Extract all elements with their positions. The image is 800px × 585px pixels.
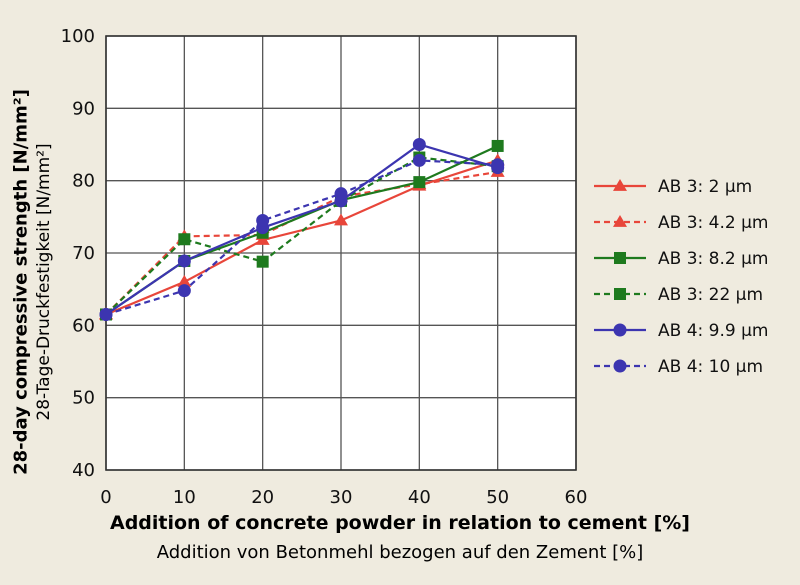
x-tick-label: 60	[565, 487, 588, 508]
series-line-4	[105, 156, 498, 316]
series-3-marker	[491, 139, 504, 152]
x-axis-label: Addition of concrete powder in relation …	[109, 512, 690, 534]
series-6-marker	[412, 153, 426, 167]
y-tick-label: 70	[72, 243, 95, 264]
legend-marker	[613, 215, 627, 227]
legend-marker	[614, 252, 626, 264]
y-tick-label: 80	[72, 171, 95, 192]
series-5-marker	[412, 138, 426, 151]
series-5-marker	[177, 254, 191, 268]
series-6-marker	[177, 284, 191, 298]
legend-label: AB 4: 10 µm	[658, 357, 763, 377]
y-axis-label: 28-day compressive strength [N/mm²]	[10, 89, 32, 475]
series-line-5	[105, 143, 498, 316]
legend-marker	[614, 288, 626, 300]
series-1-marker	[334, 213, 348, 226]
legend-label: AB 4: 9.9 µm	[658, 321, 768, 341]
legend-marker	[613, 179, 627, 191]
y-tick-label: 100	[61, 26, 95, 47]
series-6-marker	[256, 213, 270, 227]
series-6-marker	[491, 158, 505, 172]
series-3-marker	[413, 176, 426, 189]
y-tick-label: 90	[72, 98, 95, 119]
y-tick-label: 50	[72, 388, 95, 409]
legend-marker	[613, 323, 627, 337]
legend-label: AB 3: 8.2 µm	[658, 249, 768, 269]
y-tick-label: 40	[72, 460, 95, 481]
series-6-marker	[334, 187, 348, 201]
x-tick-label: 20	[251, 487, 274, 508]
x-tick-label: 10	[173, 487, 196, 508]
x-tick-label: 40	[408, 487, 431, 508]
legend-label: AB 3: 2 µm	[658, 177, 752, 197]
plot-frame	[105, 35, 577, 471]
series-6-marker	[99, 307, 113, 321]
y-tick-label: 60	[72, 315, 95, 336]
x-axis-label-secondary: Addition von Betonmehl bezogen auf den Z…	[156, 542, 644, 563]
series-4-marker	[178, 233, 191, 246]
y-axis-label-secondary: 28-Tage-Druckfestigkeit [N/mm²]	[34, 143, 54, 421]
legend-marker	[613, 359, 627, 373]
legend-label: AB 3: 4.2 µm	[658, 213, 768, 233]
x-tick-label: 50	[486, 487, 509, 508]
series-4-marker	[256, 255, 269, 268]
x-tick-label: 30	[330, 487, 353, 508]
x-tick-label: 0	[100, 487, 111, 508]
series-1-marker	[177, 274, 192, 287]
legend-label: AB 3: 22 µm	[658, 285, 763, 305]
